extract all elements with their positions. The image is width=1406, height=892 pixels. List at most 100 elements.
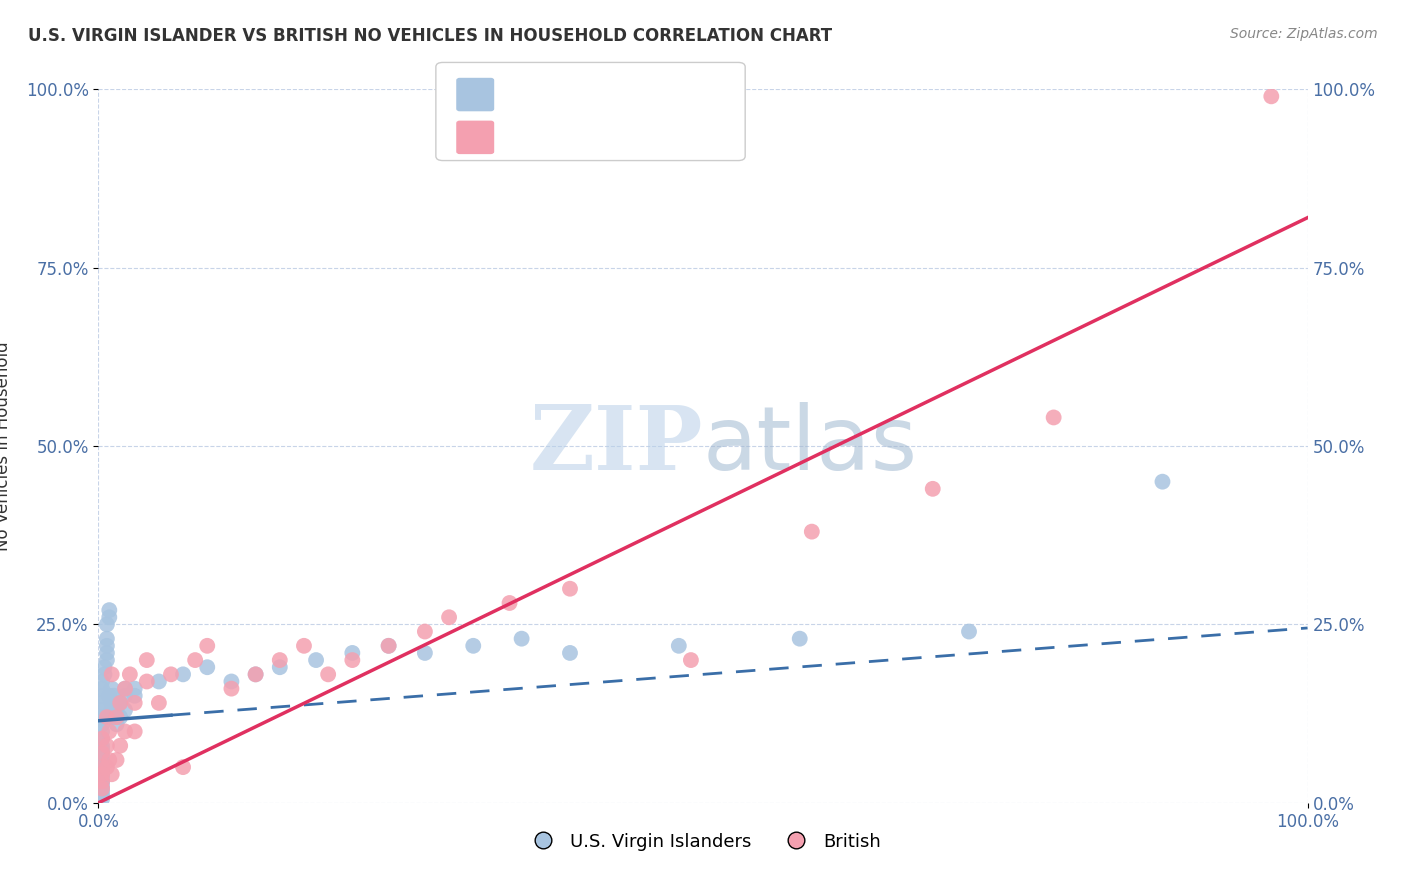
Text: N =: N = bbox=[598, 123, 650, 141]
Legend: U.S. Virgin Islanders, British: U.S. Virgin Islanders, British bbox=[517, 826, 889, 858]
Point bbox=[463, 639, 485, 653]
Point bbox=[100, 681, 122, 696]
Point bbox=[91, 760, 114, 774]
Point bbox=[1042, 410, 1064, 425]
Text: U.S. VIRGIN ISLANDER VS BRITISH NO VEHICLES IN HOUSEHOLD CORRELATION CHART: U.S. VIRGIN ISLANDER VS BRITISH NO VEHIC… bbox=[28, 27, 832, 45]
Point bbox=[148, 696, 170, 710]
Point bbox=[96, 739, 118, 753]
Point bbox=[98, 603, 121, 617]
Point bbox=[103, 689, 125, 703]
Point bbox=[96, 639, 118, 653]
Point bbox=[221, 674, 243, 689]
Point bbox=[91, 789, 114, 803]
Point bbox=[93, 667, 115, 681]
Point bbox=[800, 524, 823, 539]
Point bbox=[91, 774, 114, 789]
Text: 0.837: 0.837 bbox=[548, 123, 606, 141]
Point bbox=[195, 660, 218, 674]
Point bbox=[172, 760, 194, 774]
Point bbox=[1152, 475, 1174, 489]
Point bbox=[91, 785, 114, 799]
Point bbox=[91, 746, 114, 760]
Point bbox=[413, 624, 436, 639]
Point bbox=[342, 653, 364, 667]
Point bbox=[1260, 89, 1282, 103]
Point bbox=[135, 653, 157, 667]
Point bbox=[98, 753, 121, 767]
Point bbox=[245, 667, 267, 681]
Point bbox=[98, 689, 121, 703]
Point bbox=[105, 710, 128, 724]
Point bbox=[413, 646, 436, 660]
Text: R =: R = bbox=[502, 123, 541, 141]
Text: N =: N = bbox=[598, 80, 650, 98]
Point bbox=[91, 774, 114, 789]
Point bbox=[114, 681, 136, 696]
Point bbox=[98, 610, 121, 624]
Point bbox=[100, 767, 122, 781]
Point bbox=[342, 646, 364, 660]
Point bbox=[124, 696, 146, 710]
Point bbox=[172, 667, 194, 681]
Point bbox=[91, 756, 114, 771]
Point bbox=[105, 703, 128, 717]
Text: 45: 45 bbox=[640, 123, 665, 141]
Point bbox=[91, 681, 114, 696]
Point bbox=[195, 639, 218, 653]
Point bbox=[108, 696, 131, 710]
Point bbox=[108, 696, 131, 710]
Point bbox=[108, 710, 131, 724]
Text: R =: R = bbox=[502, 80, 541, 98]
Point bbox=[114, 689, 136, 703]
Point bbox=[91, 689, 114, 703]
Point bbox=[96, 646, 118, 660]
Point bbox=[91, 746, 114, 760]
Point bbox=[98, 724, 121, 739]
Point bbox=[316, 667, 339, 681]
Point bbox=[114, 703, 136, 717]
Point bbox=[668, 639, 690, 653]
Point bbox=[93, 660, 115, 674]
Point bbox=[558, 582, 581, 596]
Point bbox=[91, 731, 114, 746]
Point bbox=[148, 674, 170, 689]
Point bbox=[105, 696, 128, 710]
Point bbox=[96, 632, 118, 646]
Point bbox=[91, 731, 114, 746]
Point bbox=[100, 667, 122, 681]
Point bbox=[96, 710, 118, 724]
Point bbox=[91, 742, 114, 756]
Point bbox=[269, 660, 291, 674]
Point bbox=[105, 710, 128, 724]
Text: ZIP: ZIP bbox=[530, 402, 703, 490]
Point bbox=[91, 771, 114, 785]
Point bbox=[96, 653, 118, 667]
Point bbox=[91, 724, 114, 739]
Point bbox=[91, 696, 114, 710]
Y-axis label: No Vehicles in Household: No Vehicles in Household bbox=[0, 341, 11, 551]
Point bbox=[105, 717, 128, 731]
Point bbox=[103, 703, 125, 717]
Point bbox=[91, 792, 114, 806]
Text: 0.011: 0.011 bbox=[548, 80, 605, 98]
Point bbox=[679, 653, 702, 667]
Point bbox=[96, 760, 118, 774]
Point bbox=[269, 653, 291, 667]
Point bbox=[91, 760, 114, 774]
Point bbox=[124, 689, 146, 703]
Point bbox=[160, 667, 183, 681]
Point bbox=[100, 710, 122, 724]
Point bbox=[91, 778, 114, 792]
Point bbox=[377, 639, 399, 653]
Point bbox=[124, 681, 146, 696]
Point bbox=[91, 749, 114, 764]
Point bbox=[114, 724, 136, 739]
Point bbox=[498, 596, 520, 610]
Point bbox=[100, 696, 122, 710]
Point bbox=[510, 632, 533, 646]
Point bbox=[118, 667, 141, 681]
Text: atlas: atlas bbox=[703, 402, 918, 490]
Point bbox=[91, 674, 114, 689]
Point bbox=[114, 681, 136, 696]
Text: Source: ZipAtlas.com: Source: ZipAtlas.com bbox=[1230, 27, 1378, 41]
